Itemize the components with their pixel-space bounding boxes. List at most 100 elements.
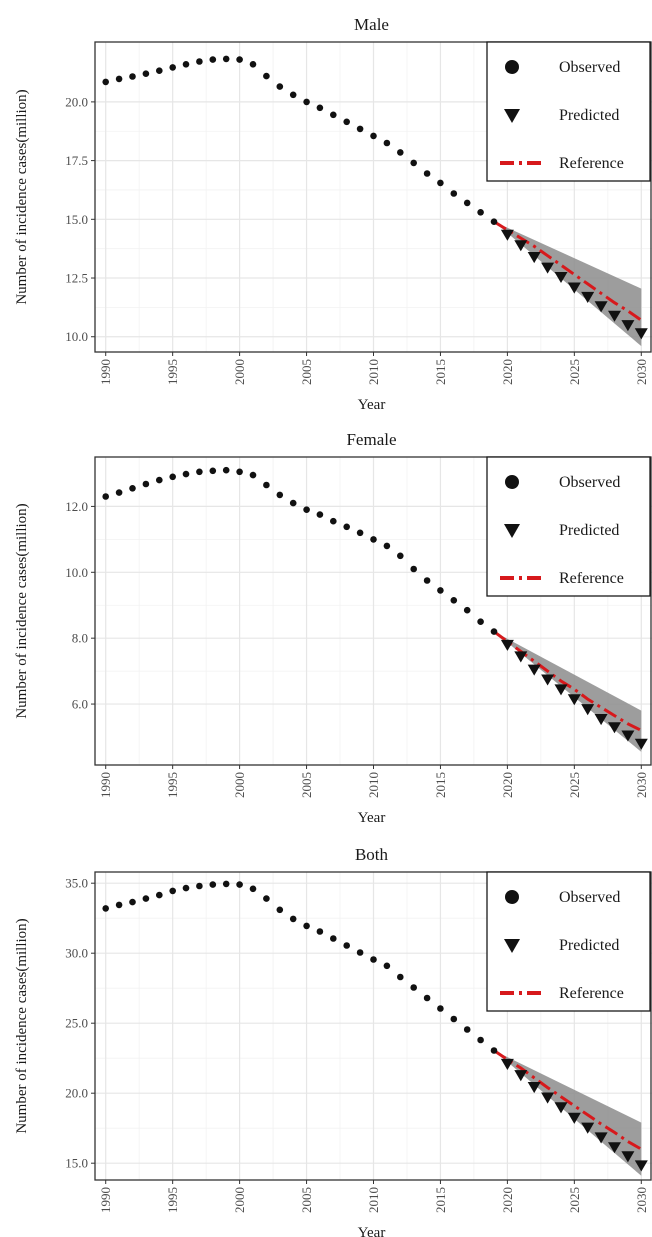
x-tick-label: 2030	[634, 1187, 649, 1213]
observed-point	[343, 942, 351, 949]
legend-predicted-symbol	[504, 109, 520, 123]
y-tick-label: 15.0	[65, 1156, 88, 1171]
observed-point	[222, 466, 230, 474]
legend-observed-symbol	[505, 60, 519, 74]
observed-point	[142, 480, 150, 488]
predicted-point	[594, 1132, 608, 1144]
legend-predicted-label: Predicted	[559, 107, 619, 124]
x-tick-label: 1990	[98, 1187, 113, 1213]
observed-point	[463, 1026, 471, 1033]
observed-point	[115, 489, 123, 496]
predicted-point	[634, 328, 648, 340]
observed-point	[477, 1036, 484, 1044]
x-tick-label: 2000	[232, 359, 247, 385]
observed-point	[102, 78, 109, 86]
predicted-point	[514, 240, 528, 252]
observed-point	[343, 523, 351, 531]
observed-point	[316, 928, 324, 935]
x-tick-label: 2025	[567, 1187, 582, 1213]
predicted-point	[594, 301, 608, 313]
predicted-point	[581, 1122, 595, 1134]
predicted-point	[527, 664, 541, 676]
predicted-point	[567, 282, 581, 294]
observed-point	[343, 118, 351, 126]
legend-reference-label: Reference	[559, 985, 624, 1002]
observed-point	[263, 481, 270, 489]
x-tick-label: 2015	[433, 772, 448, 798]
observed-point	[450, 597, 458, 604]
x-tick-label: 2020	[500, 359, 515, 385]
observed-point	[289, 499, 297, 507]
legend: Observed Predicted Reference	[486, 456, 651, 597]
legend-predicted-symbol	[504, 939, 520, 953]
x-tick-label: 2000	[232, 1187, 247, 1213]
observed-point	[490, 218, 498, 225]
legend: Observed Predicted Reference	[486, 871, 651, 1012]
reference-line	[493, 630, 642, 732]
predicted-point	[500, 639, 514, 651]
x-axis-title: Year	[358, 810, 386, 826]
legend-observed-label: Observed	[559, 474, 620, 491]
reference-line	[493, 1049, 643, 1151]
x-tick-label: 2020	[500, 772, 515, 798]
observed-point	[169, 64, 176, 71]
observed-point	[463, 199, 471, 207]
x-tick-label: 1995	[165, 359, 180, 385]
observed-point	[169, 887, 176, 895]
predicted-point	[634, 738, 648, 750]
predicted-point	[527, 1082, 541, 1094]
observed-point	[263, 895, 270, 902]
observed-point	[236, 468, 243, 476]
predicted-point	[621, 1151, 635, 1163]
panel-female: 6.0 8.0 10.0 12.0 1990 1995 2000 2005 2010 2015 20…	[14, 430, 652, 826]
observed-point	[102, 493, 109, 500]
y-tick-label: 35.0	[65, 876, 88, 891]
x-tick-label: 2015	[433, 1187, 448, 1213]
observed-point	[383, 139, 391, 147]
observed-point	[356, 949, 364, 956]
observed-point	[222, 55, 230, 63]
observed-point	[249, 471, 257, 479]
observed-point	[410, 565, 418, 573]
predicted-point	[554, 272, 568, 283]
x-tick-label: 2020	[500, 1187, 515, 1213]
observed-point	[303, 506, 310, 513]
observed-point	[437, 179, 444, 187]
x-tick-label: 2015	[433, 359, 448, 385]
prediction-interval-band	[494, 631, 642, 752]
observed-point	[156, 891, 163, 899]
observed-point	[236, 881, 243, 888]
observed-point	[276, 491, 284, 499]
observed-point	[289, 915, 297, 923]
observed-point	[477, 209, 484, 216]
observed-point	[236, 56, 243, 63]
predicted-point	[621, 730, 635, 742]
observed-point	[383, 542, 391, 550]
observed-point	[182, 61, 190, 68]
observed-point	[129, 898, 136, 906]
observed-point	[316, 104, 324, 112]
predicted-point	[567, 1112, 581, 1124]
observed-point	[142, 895, 150, 902]
y-tick-label: 30.0	[65, 946, 88, 961]
observed-point	[423, 994, 431, 1002]
x-tick-label: 2025	[567, 772, 582, 798]
observed-point	[356, 125, 364, 133]
predicted-point	[594, 714, 608, 726]
observed-point	[209, 56, 217, 63]
legend-observed-symbol	[505, 475, 519, 489]
y-tick-label: 10.0	[65, 329, 88, 344]
y-axis-title: Number of incidence cases(million)	[14, 918, 30, 1133]
observed-point	[196, 882, 203, 890]
legend: Observed Predicted Reference	[486, 41, 651, 182]
x-axis-title: Year	[358, 1225, 386, 1237]
observed-point	[169, 473, 176, 481]
observed-point	[303, 922, 310, 930]
observed-point	[397, 552, 404, 560]
observed-point	[397, 149, 404, 156]
predicted-point	[554, 684, 568, 696]
observed-point	[129, 73, 136, 80]
predicted-point	[554, 1102, 568, 1114]
y-tick-label: 10.0	[65, 565, 88, 580]
